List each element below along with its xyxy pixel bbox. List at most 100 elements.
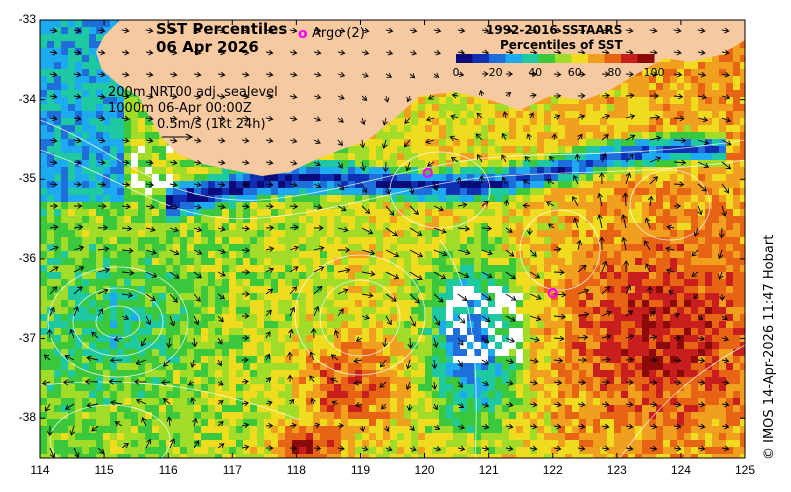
sst-pixel <box>565 251 573 259</box>
sst-pixel <box>551 174 559 182</box>
sst-pixel <box>663 55 671 63</box>
sst-pixel <box>558 181 566 189</box>
sst-pixel <box>103 146 111 154</box>
sst-pixel <box>474 356 482 364</box>
sst-pixel <box>656 97 664 105</box>
sst-pixel <box>376 244 384 252</box>
sst-pixel <box>684 223 692 231</box>
sst-pixel <box>341 188 349 196</box>
sst-pixel <box>75 90 83 98</box>
sst-pixel <box>418 181 426 189</box>
sst-pixel <box>691 181 699 189</box>
sst-pixel <box>523 321 531 329</box>
sst-pixel <box>586 244 594 252</box>
sst-pixel <box>656 132 664 140</box>
sst-pixel <box>488 216 496 224</box>
sst-pixel <box>411 314 419 322</box>
sst-pixel <box>635 160 643 168</box>
sst-pixel <box>565 139 573 147</box>
sst-pixel <box>516 174 524 182</box>
sst-pixel <box>628 132 636 140</box>
sst-pixel <box>453 125 461 133</box>
sst-pixel <box>726 83 734 91</box>
sst-pixel <box>656 76 664 84</box>
sst-pixel <box>369 237 377 245</box>
sst-pixel <box>124 125 132 133</box>
sst-pixel <box>439 265 447 273</box>
sst-pixel <box>390 223 398 231</box>
sst-pixel <box>327 307 335 315</box>
sst-pixel <box>712 69 720 77</box>
sst-pixel <box>369 146 377 154</box>
sst-pixel <box>376 153 384 161</box>
sst-pixel <box>285 174 293 182</box>
sst-pixel <box>460 181 468 189</box>
sst-pixel <box>705 118 713 126</box>
sst-pixel <box>47 34 55 42</box>
sst-pixel <box>733 258 741 266</box>
sst-pixel <box>187 188 195 196</box>
sst-pixel <box>600 293 608 301</box>
sst-pixel <box>145 314 153 322</box>
sst-pixel <box>159 216 167 224</box>
sst-pixel <box>642 342 650 350</box>
sst-pixel <box>593 307 601 315</box>
sst-pixel <box>579 272 587 280</box>
sst-pixel <box>103 251 111 259</box>
sst-pixel <box>621 111 629 119</box>
sst-pixel <box>663 118 671 126</box>
sst-pixel <box>635 335 643 343</box>
sst-pixel <box>306 244 314 252</box>
sst-pixel <box>740 41 745 49</box>
sst-pixel <box>334 335 342 343</box>
sst-pixel <box>299 363 307 371</box>
sst-pixel <box>54 195 62 203</box>
sst-pixel <box>670 125 678 133</box>
sst-pixel <box>187 314 195 322</box>
sst-pixel <box>642 335 650 343</box>
sst-pixel <box>656 272 664 280</box>
sst-pixel <box>628 237 636 245</box>
sst-pixel <box>635 111 643 119</box>
sst-pixel <box>446 342 454 350</box>
sst-pixel <box>516 230 524 238</box>
sst-pixel <box>306 237 314 245</box>
sst-pixel <box>425 104 433 112</box>
sst-pixel <box>621 153 629 161</box>
sst-pixel <box>348 174 356 182</box>
sst-pixel <box>586 300 594 308</box>
sst-pixel <box>397 160 405 168</box>
sst-pixel <box>383 356 391 364</box>
sst-pixel <box>418 216 426 224</box>
sst-pixel <box>229 258 237 266</box>
sst-pixel <box>663 237 671 245</box>
sst-pixel <box>40 321 48 329</box>
sst-pixel <box>453 258 461 266</box>
sst-pixel <box>740 153 745 161</box>
sst-pixel <box>425 335 433 343</box>
sst-pixel <box>537 209 545 217</box>
sst-pixel <box>383 293 391 301</box>
sst-pixel <box>341 321 349 329</box>
sst-pixel <box>264 209 272 217</box>
sst-pixel <box>96 132 104 140</box>
sst-pixel <box>649 216 657 224</box>
sst-pixel <box>124 244 132 252</box>
sst-pixel <box>54 188 62 196</box>
sst-pixel <box>740 237 745 245</box>
sst-pixel <box>313 286 321 294</box>
sst-pixel <box>306 272 314 280</box>
sst-pixel <box>607 223 615 231</box>
sst-pixel <box>82 251 90 259</box>
sst-pixel <box>404 132 412 140</box>
sst-pixel <box>523 314 531 322</box>
sst-pixel <box>292 272 300 280</box>
sst-pixel <box>187 286 195 294</box>
sst-pixel <box>47 216 55 224</box>
sst-pixel <box>418 258 426 266</box>
sst-pixel <box>712 342 720 350</box>
sst-pixel <box>537 251 545 259</box>
sst-pixel <box>691 342 699 350</box>
sst-pixel <box>600 181 608 189</box>
sst-pixel <box>705 314 713 322</box>
